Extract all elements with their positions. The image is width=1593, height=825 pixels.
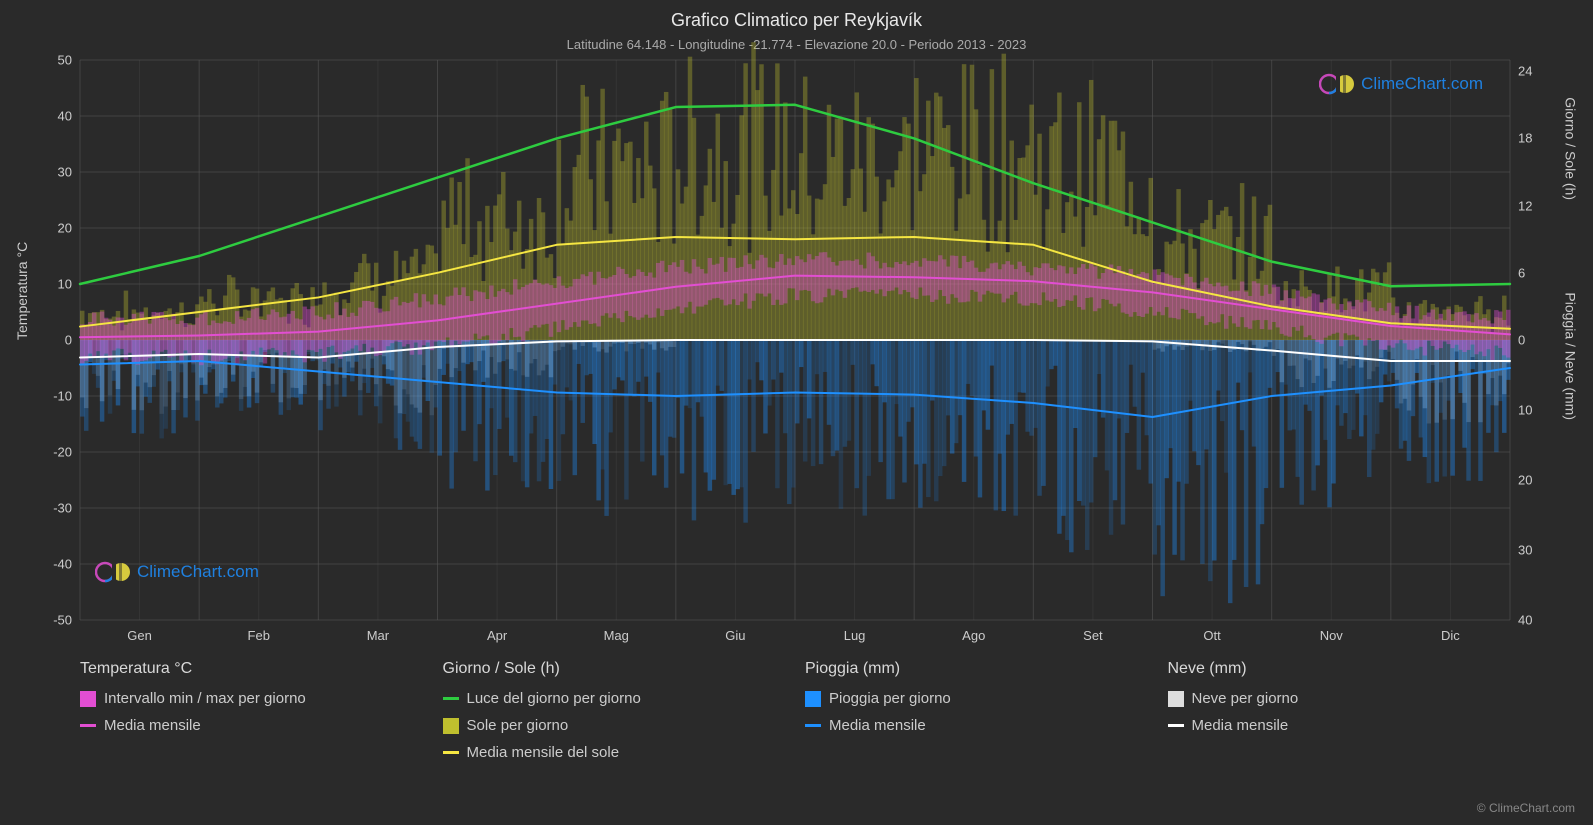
legend-heading: Temperatura °C: [80, 660, 423, 678]
plot-area: -50-40-30-20-100102030405006121824102030…: [80, 60, 1510, 620]
ytick-right: 20: [1518, 473, 1532, 488]
ytick-left: -50: [53, 613, 72, 628]
ytick-left: 20: [58, 221, 72, 236]
xtick-month: Ott: [1203, 628, 1220, 643]
ytick-right: 6: [1518, 265, 1525, 280]
ytick-right: 12: [1518, 198, 1532, 213]
watermark-top: ClimeChart.com: [1319, 72, 1483, 96]
xtick-month: Mag: [604, 628, 629, 643]
copyright: © ClimeChart.com: [1477, 801, 1575, 815]
legend-item: Media mensile: [1168, 717, 1511, 734]
ytick-right: 30: [1518, 543, 1532, 558]
swatch-block: [805, 691, 821, 707]
ytick-left: -40: [53, 557, 72, 572]
legend-item: Media mensile del sole: [443, 744, 786, 761]
legend-item: Media mensile: [80, 717, 423, 734]
legend-item: Pioggia per giorno: [805, 690, 1148, 707]
xtick-month: Nov: [1320, 628, 1343, 643]
legend-label: Pioggia per giorno: [829, 690, 951, 707]
swatch-block: [443, 718, 459, 734]
legend-label: Media mensile: [829, 717, 926, 734]
legend-label: Sole per giorno: [467, 717, 569, 734]
legend-label: Intervallo min / max per giorno: [104, 690, 306, 707]
watermark-bottom: ClimeChart.com: [95, 560, 259, 584]
legend-heading: Giorno / Sole (h): [443, 660, 786, 678]
legend-item: Neve per giorno: [1168, 690, 1511, 707]
ytick-left: 0: [65, 333, 72, 348]
swatch-block: [1168, 691, 1184, 707]
ytick-left: 30: [58, 165, 72, 180]
legend-col-rain: Pioggia (mm) Pioggia per giorno Media me…: [805, 660, 1148, 771]
ytick-right: 40: [1518, 613, 1532, 628]
legend-heading: Pioggia (mm): [805, 660, 1148, 678]
legend-label: Luce del giorno per giorno: [467, 690, 641, 707]
swatch-line: [1168, 724, 1184, 727]
swatch-block: [80, 691, 96, 707]
xtick-month: Apr: [487, 628, 507, 643]
ytick-left: -30: [53, 501, 72, 516]
xtick-month: Gen: [127, 628, 152, 643]
swatch-line: [805, 724, 821, 727]
legend-item: Sole per giorno: [443, 717, 786, 734]
xtick-month: Set: [1083, 628, 1103, 643]
y-axis-right-bottom-label: Pioggia / Neve (mm): [1563, 292, 1579, 420]
ytick-left: -20: [53, 445, 72, 460]
xtick-month: Feb: [248, 628, 270, 643]
xtick-month: Giu: [725, 628, 745, 643]
xtick-month: Lug: [844, 628, 866, 643]
climate-chart: Grafico Climatico per Reykjavík Latitudi…: [0, 0, 1593, 825]
logo-icon: [95, 560, 131, 584]
legend-heading: Neve (mm): [1168, 660, 1511, 678]
legend-item: Luce del giorno per giorno: [443, 690, 786, 707]
chart-subtitle: Latitudine 64.148 - Longitudine -21.774 …: [0, 31, 1593, 52]
ytick-left: -10: [53, 389, 72, 404]
ytick-left: 50: [58, 53, 72, 68]
swatch-line: [443, 751, 459, 754]
legend-col-daylight: Giorno / Sole (h) Luce del giorno per gi…: [443, 660, 786, 771]
xtick-month: Ago: [962, 628, 985, 643]
plot-svg: [80, 60, 1510, 620]
swatch-line: [80, 724, 96, 727]
ytick-right: 10: [1518, 403, 1532, 418]
swatch-line: [443, 697, 459, 700]
legend-label: Media mensile del sole: [467, 744, 620, 761]
ytick-right: 0: [1518, 333, 1525, 348]
legend: Temperatura °C Intervallo min / max per …: [80, 660, 1510, 771]
legend-item: Intervallo min / max per giorno: [80, 690, 423, 707]
legend-label: Neve per giorno: [1192, 690, 1299, 707]
logo-icon: [1319, 72, 1355, 96]
ytick-right: 18: [1518, 131, 1532, 146]
legend-label: Media mensile: [1192, 717, 1289, 734]
chart-title: Grafico Climatico per Reykjavík: [0, 0, 1593, 31]
watermark-text: ClimeChart.com: [1361, 74, 1483, 94]
xtick-month: Dic: [1441, 628, 1460, 643]
legend-col-temperature: Temperatura °C Intervallo min / max per …: [80, 660, 423, 771]
ytick-left: 40: [58, 109, 72, 124]
legend-label: Media mensile: [104, 717, 201, 734]
xtick-month: Mar: [367, 628, 389, 643]
legend-item: Media mensile: [805, 717, 1148, 734]
ytick-right: 24: [1518, 64, 1532, 79]
y-axis-right-top-label: Giorno / Sole (h): [1563, 97, 1579, 200]
watermark-text: ClimeChart.com: [137, 562, 259, 582]
legend-col-snow: Neve (mm) Neve per giorno Media mensile: [1168, 660, 1511, 771]
y-axis-left-label: Temperatura °C: [14, 242, 30, 340]
ytick-left: 10: [58, 277, 72, 292]
